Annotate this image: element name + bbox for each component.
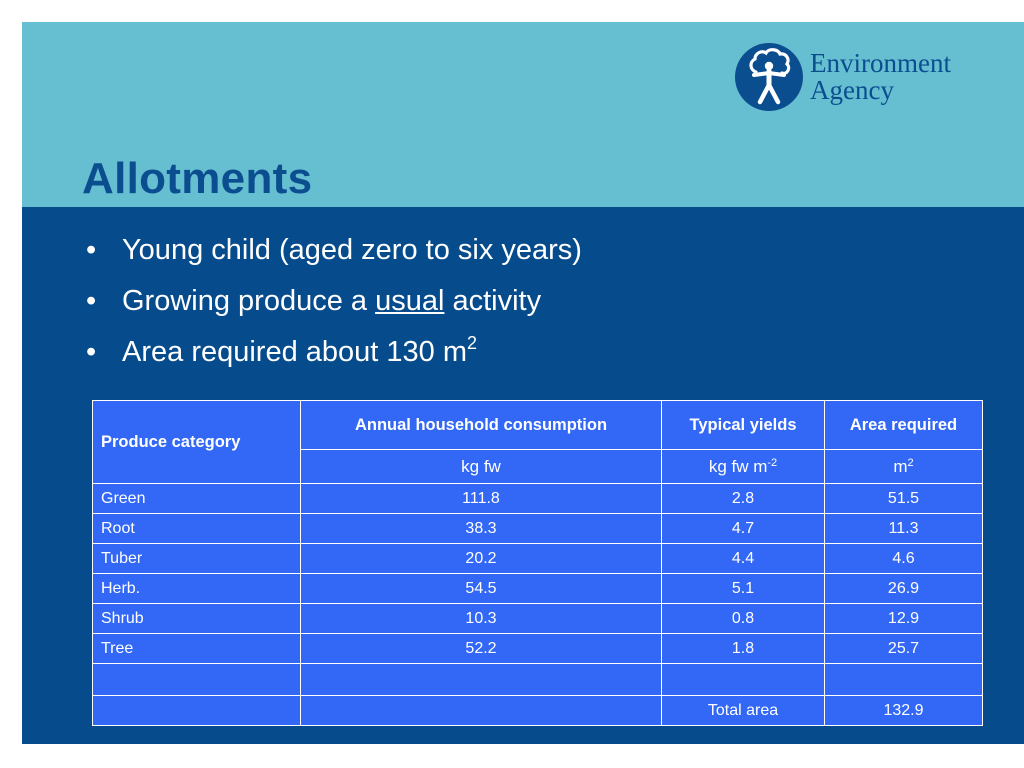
table-units-row: kg fw kg fw m-2 m2	[93, 449, 983, 484]
unit-consumption: kg fw	[300, 449, 662, 484]
cell-yields: 0.8	[661, 603, 825, 634]
table-row: Herb. 54.5 5.1 26.9	[92, 573, 983, 604]
slide-title: Allotments	[82, 154, 313, 203]
total-label: Total area	[661, 695, 825, 726]
logo-line-2: Agency	[810, 75, 894, 105]
cell-empty	[92, 663, 301, 696]
table-row: Tuber 20.2 4.4 4.6	[92, 543, 983, 574]
cell-category: Shrub	[92, 603, 301, 634]
bullet-text: Young child (aged zero to six years)	[122, 234, 582, 266]
unit-area: m2	[824, 449, 983, 484]
cell-consumption: 38.3	[300, 513, 662, 544]
header-band	[22, 22, 1024, 207]
table-blank-row	[92, 663, 983, 696]
table-row: Green 111.8 2.8 51.5	[92, 483, 983, 514]
cell-yields: 1.8	[661, 633, 825, 664]
cell-category: Green	[92, 483, 301, 514]
cell-empty	[661, 663, 825, 696]
cell-area: 25.7	[824, 633, 983, 664]
slide: Environment Agency Allotments • Young chi…	[22, 22, 1024, 744]
cell-area: 51.5	[824, 483, 983, 514]
cell-area: 4.6	[824, 543, 983, 574]
header-produce-category: Produce category	[92, 400, 301, 484]
logo-wordmark: Environment Agency	[810, 50, 951, 104]
environment-agency-logo: Environment Agency	[734, 40, 1004, 114]
header-typical-yields: Typical yields	[661, 400, 825, 450]
header-area-required: Area required	[824, 400, 983, 450]
cell-yields: 2.8	[661, 483, 825, 514]
logo-line-1: Environment	[810, 48, 951, 78]
cell-area: 12.9	[824, 603, 983, 634]
bullet-item: • Area required about 130 m2	[86, 329, 582, 380]
bullet-item: • Growing produce a usual activity	[86, 278, 582, 329]
bullet-emphasis: usual	[375, 285, 445, 317]
bullet-icon: •	[86, 285, 97, 317]
total-value: 132.9	[824, 695, 983, 726]
cell-consumption: 111.8	[300, 483, 662, 514]
bullet-icon: •	[86, 336, 97, 368]
cell-consumption: 54.5	[300, 573, 662, 604]
cell-empty	[300, 695, 662, 726]
bullet-superscript: 2	[467, 333, 478, 353]
table-header-row: Produce category Annual household consum…	[92, 400, 983, 484]
cell-empty	[300, 663, 662, 696]
cell-area: 26.9	[824, 573, 983, 604]
cell-category: Root	[92, 513, 301, 544]
cell-category: Tree	[92, 633, 301, 664]
cell-yields: 5.1	[661, 573, 825, 604]
cell-empty	[92, 695, 301, 726]
unit-yields: kg fw m-2	[661, 449, 825, 484]
cell-empty	[824, 663, 983, 696]
cell-category: Tuber	[92, 543, 301, 574]
cell-consumption: 20.2	[300, 543, 662, 574]
cell-area: 11.3	[824, 513, 983, 544]
bullet-item: • Young child (aged zero to six years)	[86, 227, 582, 278]
cell-category: Herb.	[92, 573, 301, 604]
table-total-row: Total area 132.9	[92, 695, 983, 726]
table-row: Shrub 10.3 0.8 12.9	[92, 603, 983, 634]
bullet-list: • Young child (aged zero to six years) • G…	[86, 227, 582, 380]
cell-yields: 4.7	[661, 513, 825, 544]
bullet-text: Growing produce a	[122, 285, 376, 317]
bullet-text: activity	[444, 285, 542, 317]
produce-table: Produce category Annual household consum…	[92, 400, 983, 726]
cell-yields: 4.4	[661, 543, 825, 574]
cell-consumption: 10.3	[300, 603, 662, 634]
bullet-text: Area required about 130 m	[122, 336, 467, 368]
cell-consumption: 52.2	[300, 633, 662, 664]
bullet-icon: •	[86, 234, 97, 266]
tree-figure-icon	[735, 43, 803, 111]
table-row: Root 38.3 4.7 11.3	[92, 513, 983, 544]
header-annual-consumption: Annual household consumption	[300, 400, 662, 450]
table-row: Tree 52.2 1.8 25.7	[92, 633, 983, 664]
